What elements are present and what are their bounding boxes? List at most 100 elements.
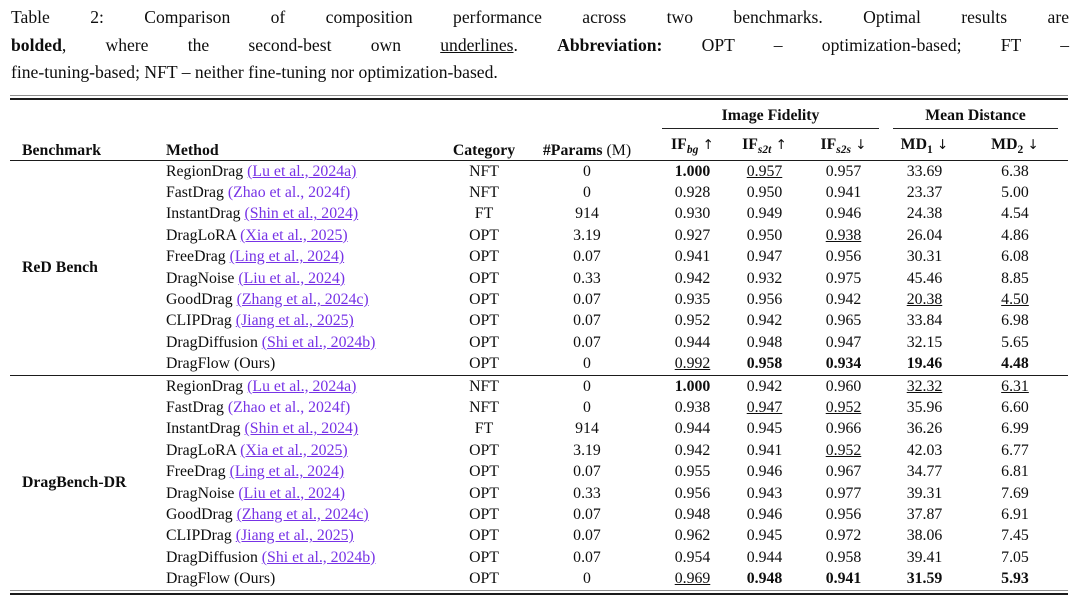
method-name: RegionDrag [166,377,248,395]
metric-value: 0.942 [746,377,783,395]
metric-value: 32.15 [906,333,943,351]
category-cell: OPT [469,291,499,309]
params-cell: 0 [583,377,591,395]
benchmark-label: ReD Bench [22,258,98,276]
metric-value: 0.935 [674,291,711,309]
metric-value: 0.928 [674,184,711,202]
params-cell: 3.19 [573,441,601,459]
column-header-benchmark: Benchmark [22,142,101,159]
method-cell: FreeDrag (Ling et al., 2024) [158,461,450,482]
method-name: FreeDrag [166,463,230,481]
citation-link[interactable]: (Shi et al., 2024b) [261,548,376,566]
citation-link[interactable]: (Shin et al., 2024) [244,205,359,223]
metric-value: 0.956 [825,248,862,266]
category-cell: FT [474,420,494,438]
section-dragbench-dr: DragBench-DR RegionDrag (Lu et al., 2024a… [10,375,1068,589]
metric-value: 36.26 [906,420,943,438]
citation-link[interactable]: (Zhao et al., 2024f) [227,398,351,416]
method-cell: DragDiffusion (Shi et al., 2024b) [158,547,450,568]
column-header-if-s2s: IFs2s ↓ [820,135,867,156]
citation-link[interactable]: (Zhang et al., 2024c) [236,505,369,523]
metric-value: 5.93 [1001,570,1029,588]
metric-value: 0.955 [674,463,711,481]
table-row: DragDiffusion (Shi et al., 2024b) OPT 0.07… [10,547,1068,568]
method-name: DragLoRA [166,441,241,459]
table-bottom-rule [10,589,1068,595]
metric-value: 0.962 [674,527,711,545]
table-row: ReD Bench RegionDrag (Lu et al., 2024a) NF… [10,161,1068,276]
table-row: CLIPDrag (Jiang et al., 2025) OPT 0.07 0.95… [10,311,1068,332]
caption-segment: fine-tuning-based; NFT – neither fine-tu… [11,62,498,82]
caption-segment: OPT – optimization-based; FT – [662,34,1069,55]
metric-value: 0.947 [746,248,783,266]
citation-link[interactable]: (Lu et al., 2024a) [247,162,357,180]
citation-link[interactable]: (Xia et al., 2025) [240,441,348,459]
metric-value: 0.941 [746,441,783,459]
metric-value: 0.942 [825,291,862,309]
citation-link[interactable]: (Zhang et al., 2024c) [236,291,369,309]
params-cell: 0.07 [573,527,601,545]
metric-value: 45.46 [906,269,943,287]
table-caption: Table 2: Comparison of composition perfo… [11,4,1069,87]
params-cell: 0.07 [573,291,601,309]
citation-link[interactable]: (Shin et al., 2024) [244,420,359,438]
table-row: DragLoRA (Xia et al., 2025) OPT 3.19 0.942 0… [10,440,1068,461]
params-cell: 0 [583,570,591,588]
metric-value: 4.86 [1001,226,1029,244]
caption-segment: . [513,34,558,55]
column-header-category: Category [452,142,516,159]
citation-link[interactable]: (Lu et al., 2024a) [247,377,357,395]
params-cell: 0 [583,398,591,416]
metric-value: 0.941 [825,570,862,588]
column-header-if-bg: IFbg ↑ [671,135,714,156]
metric-value: 24.38 [906,205,943,223]
citation-link[interactable]: (Zhao et al., 2024f) [227,184,351,202]
comparison-table: Benchmark Method Category #Params (M) Im… [10,95,1068,595]
metric-value: 0.950 [746,226,783,244]
metric-value: 0.942 [746,312,783,330]
method-cell: FastDrag (Zhao et al., 2024f) [158,182,450,203]
caption-segment: bolded [11,34,62,55]
table-row: CLIPDrag (Jiang et al., 2025) OPT 0.07 0.96… [10,526,1068,547]
metric-value: 31.59 [906,570,943,588]
citation-link[interactable]: (Ling et al., 2024) [229,248,345,266]
caption-line-3: fine-tuning-based; NFT – neither fine-tu… [11,59,1069,87]
citation-link[interactable]: (Liu et al., 2024) [238,269,345,287]
metric-value: 6.60 [1001,398,1029,416]
metric-value: 0.944 [674,333,711,351]
method-cell: RegionDrag (Lu et al., 2024a) [158,375,450,397]
metric-value: 5.00 [1001,184,1029,202]
method-cell: DragNoise (Liu et al., 2024) [158,483,450,504]
citation-link[interactable]: (Jiang et al., 2025) [235,527,354,545]
metric-value: 7.45 [1001,527,1029,545]
group-header-mean-distance: Mean Distance [887,102,1068,129]
params-cell: 0.33 [573,484,601,502]
caption-line-2: bolded, where the second-best own underl… [11,32,1069,60]
metric-value: 0.930 [674,205,711,223]
category-cell: NFT [469,162,499,180]
method-name: FastDrag [166,398,228,416]
metric-value: 0.952 [825,441,862,459]
citation-link[interactable]: (Ling et al., 2024) [229,463,345,481]
metric-value: 6.99 [1001,420,1029,438]
metric-value: 0.944 [746,548,783,566]
metric-value: 39.31 [906,484,943,502]
metric-value: 0.957 [746,162,783,180]
category-cell: OPT [469,463,499,481]
method-cell: GoodDrag (Zhang et al., 2024c) [158,289,450,310]
citation-link[interactable]: (Shi et al., 2024b) [261,333,376,351]
category-cell: OPT [469,548,499,566]
metric-value: 0.948 [746,570,783,588]
metric-value: 0.956 [746,291,783,309]
metric-value: 0.938 [825,226,862,244]
citation-link[interactable]: (Xia et al., 2025) [240,226,348,244]
citation-link[interactable]: (Liu et al., 2024) [238,484,345,502]
metric-value: 8.85 [1001,269,1029,287]
metric-value: 34.77 [906,463,943,481]
params-cell: 0 [583,355,591,373]
metric-value: 19.46 [906,355,943,373]
category-cell: OPT [469,312,499,330]
category-cell: OPT [469,355,499,373]
metric-value: 0.947 [746,398,783,416]
citation-link[interactable]: (Jiang et al., 2025) [235,312,354,330]
